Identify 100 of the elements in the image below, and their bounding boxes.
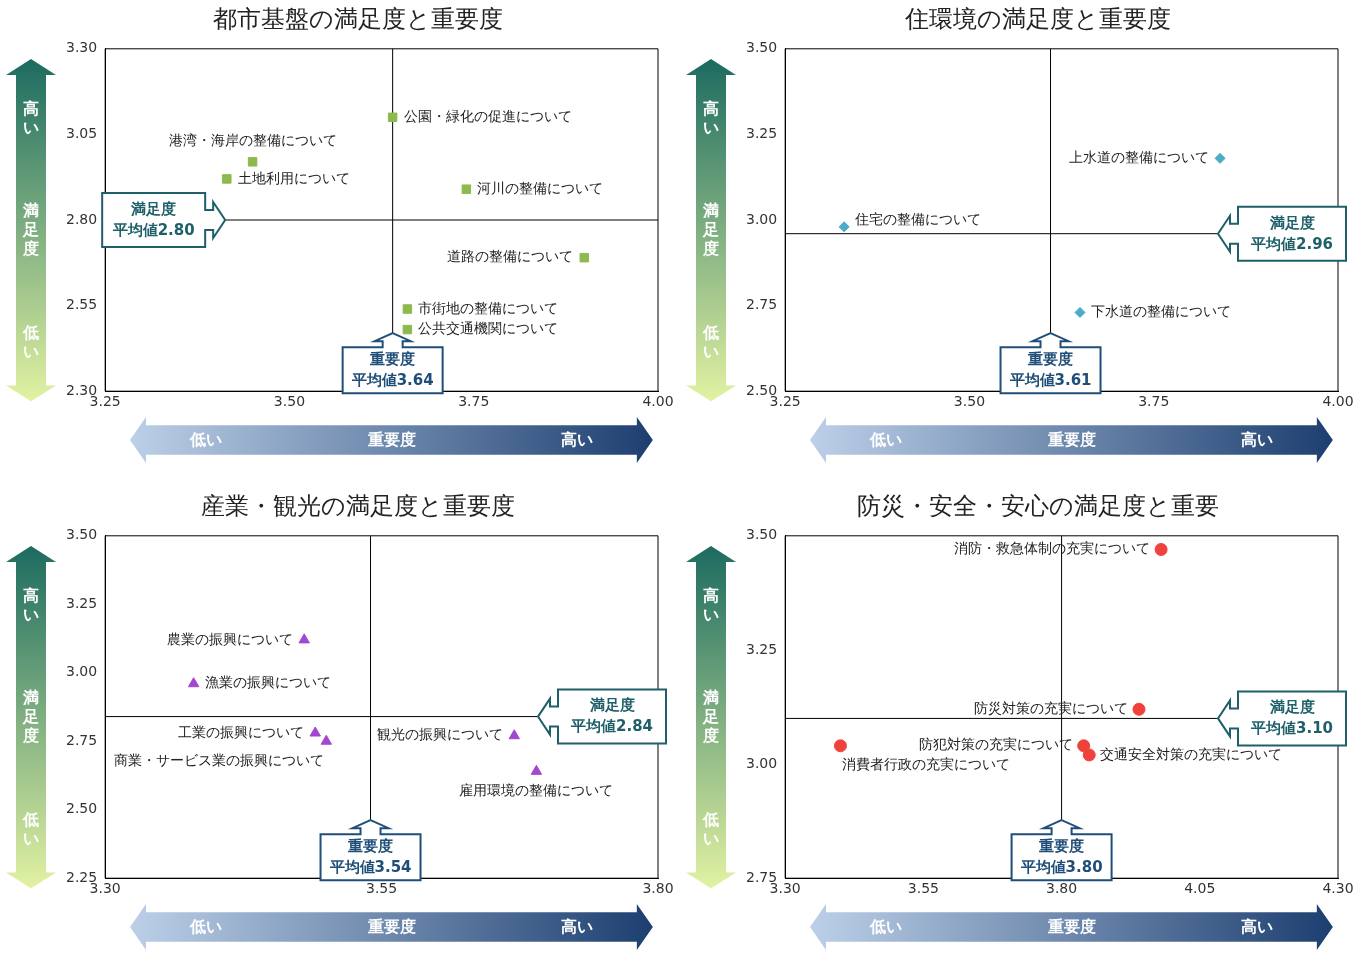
y-tick-label: 3.50 [746,526,778,543]
y-tick-label: 2.55 [66,296,98,313]
series-label: 上水道の整備について [1069,149,1210,166]
x-tick-label: 3.55 [366,880,398,897]
series-label: 農業の振興について [167,630,294,647]
text: 低い [870,429,903,451]
ref-line-label: 平均値2.84 [569,717,654,736]
point [1214,152,1226,164]
annotation: 重要度 [369,350,416,369]
chart-title: 産業・観光の満足度と重要度 [201,491,515,520]
text: 高い [1240,429,1273,451]
text: 低い [870,916,903,938]
point [461,184,472,194]
series-label: 漁業の振興について [204,674,331,691]
y-tick-label: 3.30 [66,39,98,56]
chart-title: 住環境の満足度と重要度 [904,4,1171,33]
ref-line-label: 平均値2.96 [1249,234,1334,253]
y-tick-label: 2.50 [66,800,98,817]
series-label: 工業の振興について [178,723,305,740]
annotation: 満足度 [130,199,177,218]
series-label: 商業・サービス業の振興について [114,751,325,768]
point [1077,739,1091,753]
y-tick-label: 3.05 [66,125,98,142]
x-axis-title: 重要度 [367,429,416,451]
ref-line-label: 平均値3.64 [350,371,434,390]
series-label: 交通安全対策の充実について [1100,745,1283,762]
x-tick-label: 4.00 [642,393,674,410]
y-tick-label: 3.25 [746,640,778,657]
text: 高い [22,585,40,624]
point [838,221,850,233]
series-label: 市街地の整備について [418,299,559,316]
y-axis-title: 満足度 [702,201,720,259]
annotation: 満足度 [588,696,635,715]
y-tick-label: 3.00 [66,663,98,680]
series-label: 河川の整備について [477,179,604,196]
x-axis-title: 重要度 [1047,916,1096,938]
x-tick-label: 3.55 [907,880,939,897]
annotation: 満足度 [1268,698,1315,717]
x-tick-label: 3.75 [458,393,490,410]
text: 低い [190,916,223,938]
x-tick-label: 3.80 [1046,880,1078,897]
series-label: 公園・緑化の促進について [403,107,572,124]
x-axis-title: 重要度 [367,916,416,938]
chart-title: 都市基盤の満足度と重要度 [213,4,503,33]
ref-line-label: 平均値3.54 [328,858,412,877]
ref-line-label: 平均値3.80 [1019,858,1103,877]
annotation: 重要度 [1027,350,1074,369]
text: 低い [22,810,40,849]
x-tick-label: 4.30 [1322,880,1354,897]
y-tick-label: 2.75 [66,731,98,748]
point [1154,543,1168,556]
text: 高い [1240,916,1273,938]
point [320,734,332,745]
series-label: 公共交通機関について [418,320,559,337]
point [579,252,590,263]
annotation: 重要度 [347,837,394,856]
text: 高い [702,585,720,624]
y-tick-label: 3.00 [746,754,778,771]
annotation: 重要度 [1038,837,1085,856]
y-tick-label: 3.50 [746,39,778,56]
text: 高い [702,98,720,137]
series-label: 雇用環境の整備について [459,782,614,799]
point [222,174,232,184]
point [402,304,413,314]
ref-line-label: 平均値3.61 [1008,371,1092,390]
y-tick-label: 3.25 [746,125,778,142]
chart-title: 防災・安全・安心の満足度と重要 [857,491,1219,520]
y-axis-title: 満足度 [22,201,40,259]
point [1074,306,1086,318]
text: 低い [702,810,720,849]
x-tick-label: 3.50 [273,393,306,410]
y-axis-title: 満足度 [702,688,720,746]
ref-line-label: 平均値3.10 [1249,719,1334,738]
x-tick-label: 4.05 [1184,880,1216,897]
annotation: 満足度 [1268,213,1315,232]
x-tick-label: 3.80 [642,880,674,897]
series-label: 港湾・海岸の整備について [168,132,337,149]
point [530,764,543,775]
text: 高い [560,916,593,938]
point [1132,702,1146,716]
y-tick-label: 3.50 [66,526,98,543]
series-label: 住宅の整備について [854,211,982,228]
text: 低い [190,429,223,451]
x-tick-label: 3.75 [1138,393,1170,410]
y-tick-label: 3.25 [66,594,98,611]
text: 高い [22,98,40,137]
point [387,112,398,123]
y-tick-label: 2.80 [66,210,98,227]
point [298,633,310,644]
y-tick-label: 3.00 [746,210,778,227]
series-label: 消費者行政の充実について [842,756,1011,773]
series-label: 道路の整備について [447,248,574,265]
y-axis-title: 満足度 [22,688,40,746]
point [508,729,520,740]
text: 低い [702,323,720,362]
point [1082,748,1096,762]
ref-line-label: 平均値2.80 [111,220,195,239]
x-tick-label: 3.50 [953,393,986,410]
y-tick-label: 2.75 [746,296,778,313]
point [402,324,413,335]
